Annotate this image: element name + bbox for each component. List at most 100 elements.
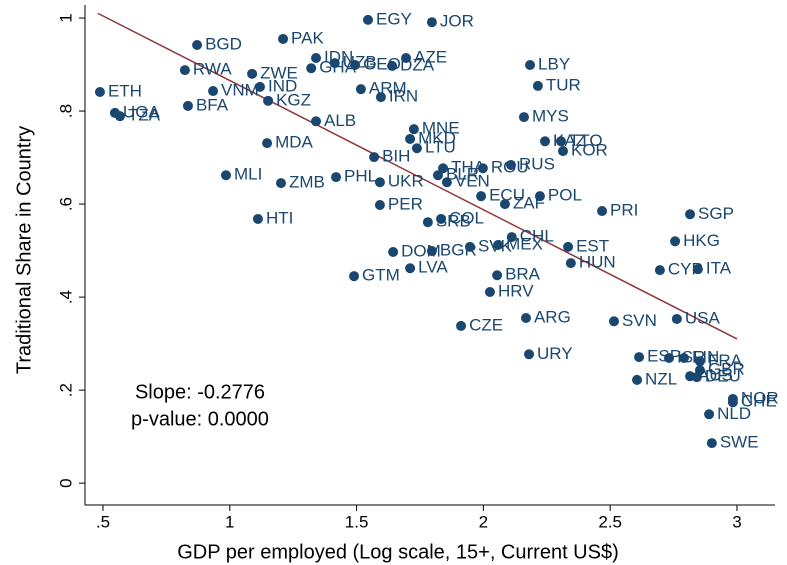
point-label: DOM [401,241,441,260]
point-label: HRV [498,281,534,300]
point [464,241,475,252]
point [654,265,665,276]
point-label: ARG [534,308,571,327]
point-label: NZL [645,369,677,388]
point [477,163,488,174]
point-label: DEU [705,367,741,386]
point-label: NOR [741,388,779,407]
point-label: LBY [538,54,570,73]
point [506,232,517,243]
point-label: GBR [708,360,745,379]
y-tick-label: 0 [56,478,75,487]
point-label: MEX [506,234,543,253]
point-label: MLI [234,165,262,184]
point-label: DZA [400,55,435,74]
point [374,200,385,210]
point-label: PER [388,194,423,213]
point [306,63,317,74]
y-tick-label: .6 [56,197,75,211]
point [670,236,681,247]
point-label: SVK [478,236,513,255]
annotation: Slope: -0.2776 [135,381,265,403]
point [426,246,437,257]
point-label: THA [451,158,486,177]
point-label: TTO [569,131,603,150]
point [276,178,287,189]
x-tick-label: 1.5 [345,512,369,531]
point-label: GHA [319,58,357,77]
point-label: MKD [418,128,456,147]
point [432,170,443,181]
point-label: RUS [519,154,555,173]
point [563,241,574,252]
point-label: PRI [610,201,638,220]
point-label: ECU [489,186,525,205]
point [374,177,385,188]
y-tick-label: 1 [56,13,75,22]
point [405,263,416,274]
point [456,320,467,331]
point [329,58,340,69]
point-label: SGP [698,204,734,223]
point [634,352,645,363]
point [685,209,696,220]
point-label: MYS [532,107,569,126]
point [518,112,529,123]
point-label: CYP [668,260,703,279]
point [436,213,447,224]
point-label: BGR [440,241,477,260]
point [558,146,569,157]
point-label: ETH [108,81,142,100]
point-label: IRN [389,87,418,106]
point [263,95,274,106]
point [220,170,231,181]
point [692,264,703,275]
point [704,409,715,420]
point [252,213,263,224]
point-label: UKR [388,172,424,191]
point [375,92,386,103]
point [278,33,289,44]
y-tick-label: .2 [56,383,75,397]
x-tick-label: 2 [479,512,488,531]
point [727,397,738,408]
point-label: HTI [266,208,293,227]
point-label: BIH [382,147,410,166]
point-label: BFA [196,95,229,114]
point [534,191,545,202]
point [441,177,452,188]
point-label: JOR [440,12,474,31]
point-label: RWA [193,60,232,79]
point-label: KGZ [276,90,311,109]
point [350,60,361,70]
point [524,349,535,360]
point [694,356,705,367]
x-axis-title: GDP per employed (Log scale, 15+, Curren… [177,541,619,563]
fit-line [97,12,738,340]
point [179,65,190,76]
point [540,136,550,147]
point [422,217,433,228]
point [499,199,510,210]
point-label: KOR [571,141,608,160]
point-label: PHL [344,167,377,186]
point [671,313,682,324]
point-label: VNM [221,81,259,100]
point [608,316,619,327]
point [401,53,412,64]
point-label: UGA [123,102,161,121]
y-axis-title: Traditional Share in Country [13,126,35,374]
x-tick-label: .5 [96,512,110,531]
point-label: ALB [324,111,356,130]
point-label: PAK [291,28,324,47]
point [387,60,398,71]
point-label: CHL [520,227,554,246]
point-label: CZE [469,315,503,334]
point [114,111,125,122]
point [506,160,517,170]
point-label: CHE [741,392,777,411]
point-label: HKG [683,231,720,250]
point [691,372,702,383]
annotation: p-value: 0.0000 [131,408,269,430]
